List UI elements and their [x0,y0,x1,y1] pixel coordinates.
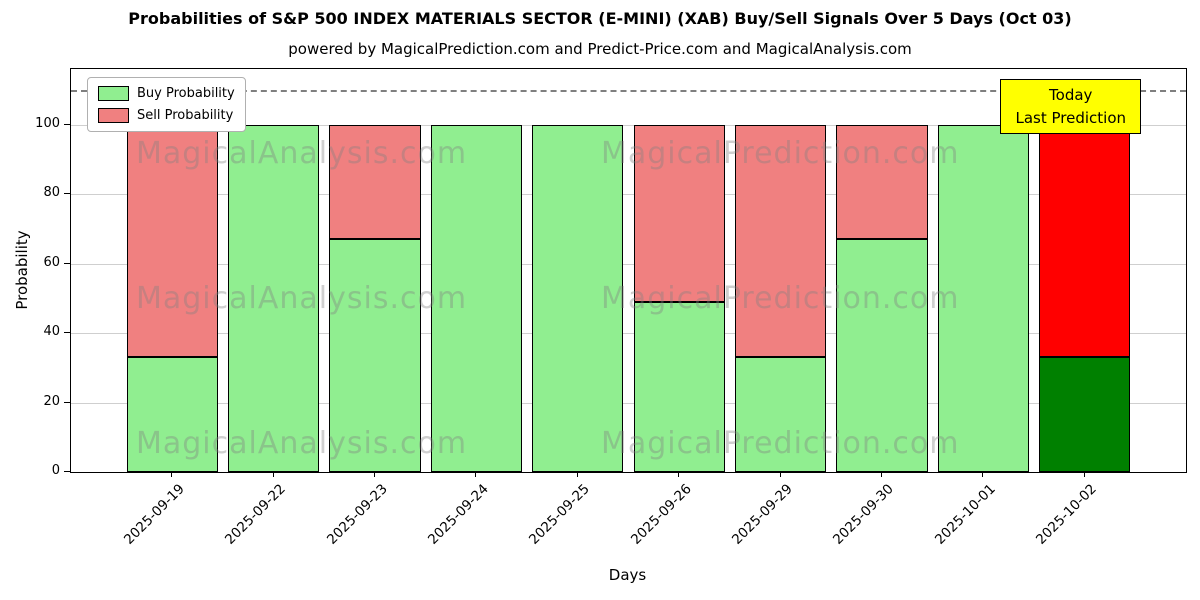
y-tick-label: 100 [35,115,60,131]
bar-sell-2025-09-29 [734,124,827,358]
today-annotation: Today Last Prediction [1000,79,1141,134]
x-tick-label: 2025-09-24 [424,481,492,548]
bar-buy-2025-09-23 [329,239,421,472]
bar-buy-2025-09-26 [633,301,725,472]
watermark-analysis: MagicalAnalysis.com [136,426,468,461]
bar-buy-2025-10-02 [1039,357,1131,472]
y-axis-label: Probability [13,230,31,310]
bar-buy-2025-09-29 [734,357,827,472]
gridline-y60 [71,263,1186,265]
buy-probability-swatch [98,86,129,101]
x-tick-mark [272,471,274,477]
watermark-prediction: MagicalPrediction.com [601,426,960,461]
x-tick-mark [374,471,376,477]
y-tick-mark [64,123,70,125]
x-tick-mark [779,471,781,477]
plot-area: MagicalAnalysis.com MagicalPrediction.com… [70,68,1187,473]
x-tick-mark [171,471,173,477]
bar-sell-2025-09-26 [633,124,725,302]
x-tick-mark [1083,471,1085,477]
x-tick-label: 2025-09-29 [729,481,796,548]
bar-buy-2025-10-01 [937,124,1029,472]
legend: Buy Probability Sell Probability [87,77,246,132]
x-tick-mark [678,471,680,477]
y-tick-mark [64,262,70,264]
x-tick-label: 2025-09-26 [627,481,695,548]
gridline-y40 [71,333,1186,335]
chart-subtitle: powered by MagicalPrediction.com and Pre… [288,40,912,58]
annotation-line-2: Last Prediction [1015,108,1126,127]
legend-label-sell: Sell Probability [137,108,234,123]
gridline-y100 [71,124,1186,126]
bar-buy-2025-09-22 [228,124,320,472]
x-axis-label: Days [608,566,647,584]
y-tick-label: 60 [43,254,60,270]
bar-sell-2025-10-02 [1039,124,1131,358]
gridline-y80 [71,194,1186,196]
bar-buy-2025-09-25 [532,124,624,472]
x-tick-label: 2025-10-02 [1033,481,1100,548]
bar-buy-2025-09-24 [430,124,523,472]
x-tick-label: 2025-09-23 [323,481,391,548]
x-tick-mark [982,471,984,477]
bar-sell-2025-09-19 [126,124,218,358]
bar-sell-2025-09-30 [836,124,928,240]
y-tick-label: 20 [43,393,60,409]
x-tick-mark [576,471,578,477]
x-tick-label: 2025-09-22 [222,481,290,548]
y-tick-mark [64,471,70,472]
x-tick-label: 2025-10-01 [931,481,999,548]
legend-item-buy: Buy Probability [98,86,235,101]
y-tick-mark [64,401,70,403]
y-tick-label: 80 [43,185,60,201]
gridline-y20 [71,402,1186,404]
y-tick-label: 40 [43,324,60,340]
x-tick-label: 2025-09-19 [120,481,188,548]
y-tick-mark [64,332,70,334]
bar-sell-2025-09-23 [329,124,421,240]
bar-buy-2025-09-30 [836,239,928,472]
watermark-prediction: MagicalPrediction.com [601,281,960,316]
x-tick-label: 2025-09-25 [526,481,594,548]
x-tick-mark [475,471,477,477]
watermark-prediction: MagicalPrediction.com [601,136,960,171]
threshold-dashed-line [71,89,1186,92]
y-tick-label: 0 [51,463,60,478]
legend-label-buy: Buy Probability [137,86,235,101]
sell-probability-swatch [98,108,129,123]
y-tick-mark [64,193,70,195]
watermark-analysis: MagicalAnalysis.com [136,136,468,171]
chart-title: Probabilities of S&P 500 INDEX MATERIALS… [128,9,1072,28]
x-tick-label: 2025-09-30 [830,481,898,548]
bar-buy-2025-09-19 [126,357,218,472]
legend-item-sell: Sell Probability [98,108,235,123]
watermark-analysis: MagicalAnalysis.com [136,281,468,316]
x-tick-mark [880,471,882,477]
annotation-line-1: Today [1049,86,1093,104]
